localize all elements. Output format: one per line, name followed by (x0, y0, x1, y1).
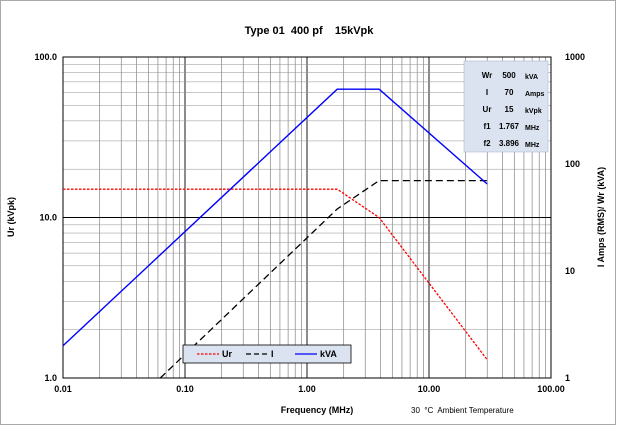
info-label: f1 (483, 122, 491, 131)
info-label: Ur (483, 105, 492, 114)
series-line-ur (63, 188, 488, 361)
x-axis-label: Frequency (MHz) (281, 405, 354, 415)
info-unit: kVpk (525, 108, 542, 115)
x-tick-label: 1.00 (298, 384, 316, 394)
info-value: 15 (505, 105, 514, 114)
grid-lines (62, 57, 551, 379)
info-box-background (463, 60, 549, 153)
series-layer (62, 88, 488, 379)
info-label: f2 (483, 139, 491, 148)
y-left-tick-label: 10.0 (39, 213, 57, 223)
chart-title: Type 01 400 pf 15kVpk (245, 25, 375, 37)
y-right-tick-label: 10 (565, 266, 575, 276)
y-right-tick-label: 1000 (565, 52, 585, 62)
info-box: Wr 500 kVA I 70 Amps Ur 15 kVpk f1 1.767 MHz f2 3.896… (463, 60, 549, 153)
y-left-tick-label: 1.0 (44, 373, 57, 383)
tick-labels: 0.01 0.10 1.00 10.00 100.00 1.0 10.0 100.0 1 10 10… (34, 52, 585, 394)
info-value: 3.896 (499, 139, 520, 148)
y-right-tick-label: 100 (565, 159, 580, 169)
info-unit: MHz (525, 125, 540, 132)
info-label: I (486, 88, 488, 97)
legend-label-i: I (271, 349, 274, 359)
y-left-tick-label: 100.0 (34, 52, 57, 62)
ambient-temperature-note: 30 °C Ambient Temperature (411, 406, 514, 415)
info-value: 1.767 (499, 122, 520, 131)
x-tick-label: 0.10 (176, 384, 194, 394)
plot-border (62, 56, 552, 379)
x-tick-label: 0.01 (54, 384, 72, 394)
y-right-tick-label: 1 (565, 373, 570, 383)
legend-label-ur: Ur (222, 349, 232, 359)
x-tick-label: 10.00 (418, 384, 441, 394)
legend-label-kva: kVA (320, 349, 337, 359)
info-label: Wr (482, 71, 493, 80)
info-unit: MHz (525, 142, 540, 149)
x-tick-label: 100.00 (537, 384, 565, 394)
series-line-kva (62, 88, 488, 347)
series-line-i (159, 179, 488, 379)
info-rows: Wr 500 kVA I 70 Amps Ur 15 kVpk f1 1.767 MHz f2 3.896… (482, 71, 545, 149)
info-value: 500 (502, 71, 516, 80)
y-axis-label-right: I Amps (RMS)/ Wr (kVA) (596, 167, 606, 267)
info-unit: kVA (525, 74, 538, 81)
y-axis-label-left: Ur (kVpk) (6, 197, 16, 237)
info-value: 70 (505, 88, 514, 97)
info-unit: Amps (525, 91, 545, 98)
